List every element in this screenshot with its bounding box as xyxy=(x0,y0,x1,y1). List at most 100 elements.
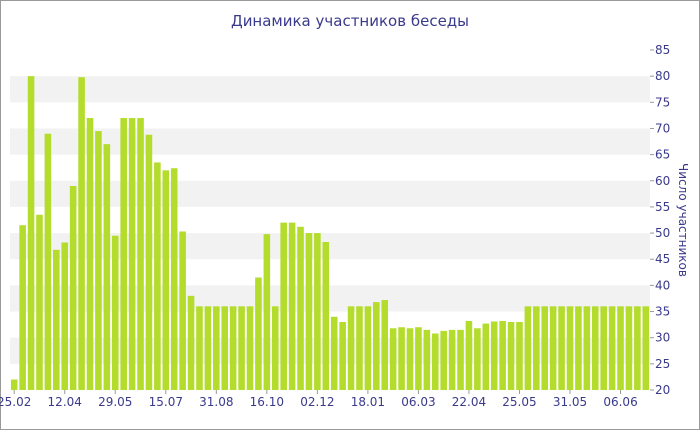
bar xyxy=(499,320,506,390)
bar xyxy=(415,327,422,390)
y-tick-label: 60 xyxy=(655,174,670,188)
bar xyxy=(103,144,111,390)
bar xyxy=(558,306,565,390)
bar xyxy=(221,306,229,390)
bar xyxy=(431,333,439,390)
bar xyxy=(608,306,616,390)
bar xyxy=(154,162,161,390)
bar xyxy=(398,327,405,390)
grid-band xyxy=(10,128,650,155)
bar xyxy=(625,306,633,390)
grid-band xyxy=(10,76,650,103)
bar xyxy=(524,306,532,390)
bar xyxy=(255,277,262,390)
bar xyxy=(145,134,153,390)
bar xyxy=(314,233,321,390)
bar xyxy=(128,118,136,390)
grid-band xyxy=(10,180,650,207)
bar xyxy=(263,234,271,390)
bar xyxy=(27,76,35,391)
bar xyxy=(179,231,186,390)
y-tick-label: 85 xyxy=(655,43,670,57)
x-tick-label: 25.05 xyxy=(502,395,536,409)
bar xyxy=(347,306,355,390)
x-tick-label: 06.03 xyxy=(401,395,435,409)
bar xyxy=(238,306,245,390)
bar xyxy=(364,306,372,390)
bar xyxy=(322,241,330,390)
bar xyxy=(78,77,85,390)
y-tick-label: 35 xyxy=(655,305,670,319)
bar-series xyxy=(10,76,650,391)
bar xyxy=(617,306,624,390)
x-tick-label: 25.02 xyxy=(0,395,31,409)
bar xyxy=(162,170,170,390)
x-tick-label: 29.05 xyxy=(98,395,132,409)
y-tick-label: 55 xyxy=(655,200,670,214)
bar xyxy=(330,316,338,390)
bar xyxy=(516,322,523,390)
bar xyxy=(381,300,389,390)
x-tick-label: 18.01 xyxy=(351,395,385,409)
y-tick-label: 45 xyxy=(655,252,670,266)
bar xyxy=(440,330,447,390)
bar xyxy=(423,329,431,390)
chart-title: Динамика участников беседы xyxy=(230,12,470,30)
bar xyxy=(507,322,515,390)
bar xyxy=(457,329,464,390)
bar xyxy=(356,306,363,390)
x-tick-label: 31.08 xyxy=(199,395,233,409)
y-tick-label: 20 xyxy=(655,383,670,397)
y-axis-label: Число участников xyxy=(676,163,690,277)
x-tick-label: 15.07 xyxy=(149,395,183,409)
y-tick-label: 75 xyxy=(655,95,670,109)
y-tick-label: 40 xyxy=(655,278,670,292)
y-tick-label: 50 xyxy=(655,226,670,240)
bar xyxy=(583,306,591,390)
x-tick-label: 12.04 xyxy=(48,395,82,409)
x-tick-label: 06.06 xyxy=(603,395,637,409)
bar xyxy=(120,118,127,390)
bar xyxy=(482,323,490,390)
bar xyxy=(213,306,220,390)
bar xyxy=(44,133,52,390)
bar xyxy=(196,306,203,390)
bar xyxy=(229,306,237,390)
bar xyxy=(541,306,549,390)
bar xyxy=(448,329,456,390)
bar xyxy=(288,222,296,390)
bar xyxy=(339,322,346,390)
bar xyxy=(549,306,557,390)
bar xyxy=(305,233,313,390)
bar xyxy=(10,379,18,390)
bar xyxy=(575,306,582,390)
x-axis-ticks: 25.02 12.04 29.05 15.07 31.08 16.10 02.12 18.01… xyxy=(0,390,638,409)
y-tick-label: 80 xyxy=(655,69,670,83)
bar xyxy=(566,306,574,390)
bar xyxy=(61,242,69,390)
y-tick-label: 65 xyxy=(655,148,670,162)
bar xyxy=(187,295,195,390)
bar xyxy=(246,306,254,390)
bar xyxy=(600,306,607,390)
bar xyxy=(490,321,498,390)
y-tick-label: 25 xyxy=(655,357,670,371)
bar xyxy=(389,328,397,390)
bar xyxy=(271,306,279,390)
bar xyxy=(53,249,60,390)
bar xyxy=(36,214,43,390)
bar xyxy=(95,131,102,391)
bar xyxy=(533,306,540,390)
bar xyxy=(642,306,650,390)
x-tick-label: 02.12 xyxy=(300,395,334,409)
x-tick-label: 31.05 xyxy=(553,395,587,409)
x-tick-label: 22.04 xyxy=(452,395,486,409)
bar xyxy=(406,328,414,390)
bar xyxy=(591,306,599,390)
y-axis-ticks: 20 25 30 35 40 45 50 55 60 65 70 75 80 85 xyxy=(650,43,670,397)
y-tick-label: 30 xyxy=(655,331,670,345)
x-tick-label: 16.10 xyxy=(250,395,284,409)
bar xyxy=(170,168,178,390)
bar xyxy=(86,118,94,390)
